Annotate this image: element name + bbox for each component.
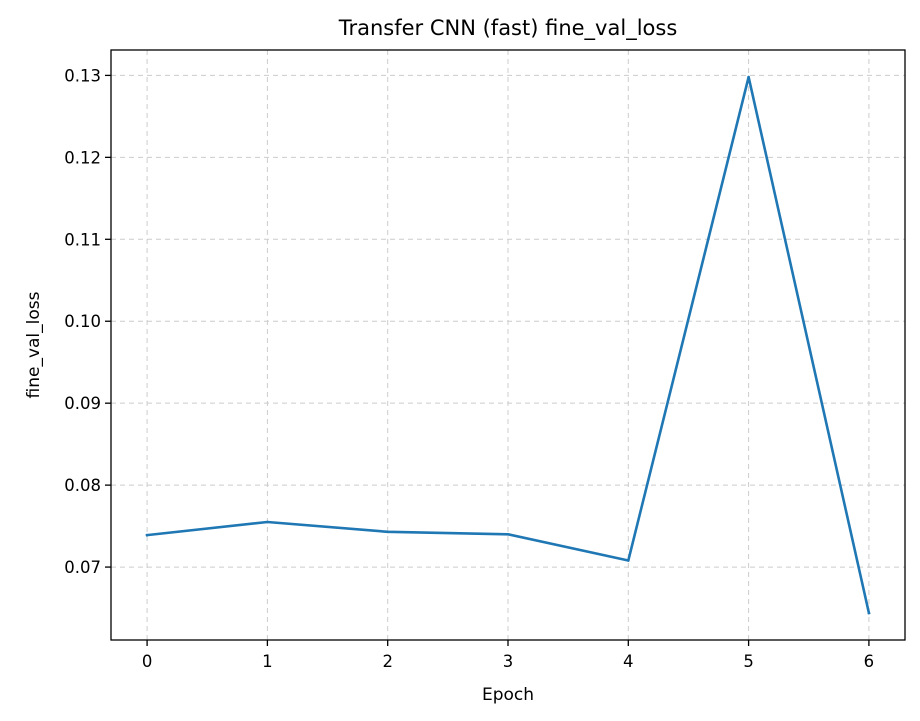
y-tick-label: 0.13: [64, 66, 101, 85]
y-axis-label: fine_val_loss: [24, 291, 44, 398]
x-gridlines: [146, 50, 870, 640]
y-tick-label: 0.08: [64, 476, 101, 495]
plot-frame: [110, 49, 906, 641]
data-point: [747, 75, 750, 79]
x-tick-label: 4: [623, 652, 634, 671]
data-point: [145, 533, 149, 537]
y-tick-label: 0.11: [64, 230, 101, 249]
x-tick-label: 5: [743, 652, 754, 671]
x-tick-label: 6: [864, 652, 875, 671]
data-point: [266, 520, 269, 524]
data-point: [867, 611, 871, 615]
x-tick-label: 1: [262, 652, 273, 671]
x-tick-label: 3: [503, 652, 514, 671]
y-tick-label: 0.09: [64, 394, 101, 413]
data-point: [386, 530, 389, 534]
x-tick-label: 0: [142, 652, 153, 671]
data-point: [506, 532, 510, 536]
y-axis: 0.07 0.08 0.09 0.10 0.11 0.12 0.13: [64, 66, 111, 577]
series-layer: [145, 75, 871, 615]
x-tick-label: 2: [382, 652, 393, 671]
y-tick-label: 0.10: [64, 312, 101, 331]
data-point: [627, 559, 630, 562]
y-tick-label: 0.07: [64, 558, 101, 577]
y-gridlines: [111, 74, 905, 568]
chart-title: Transfer CNN (fast) fine_val_loss: [338, 16, 678, 41]
y-tick-label: 0.12: [64, 148, 101, 167]
x-axis-label: Epoch: [482, 685, 534, 705]
x-axis: 0 1 2 3 4 5 6: [142, 640, 874, 671]
